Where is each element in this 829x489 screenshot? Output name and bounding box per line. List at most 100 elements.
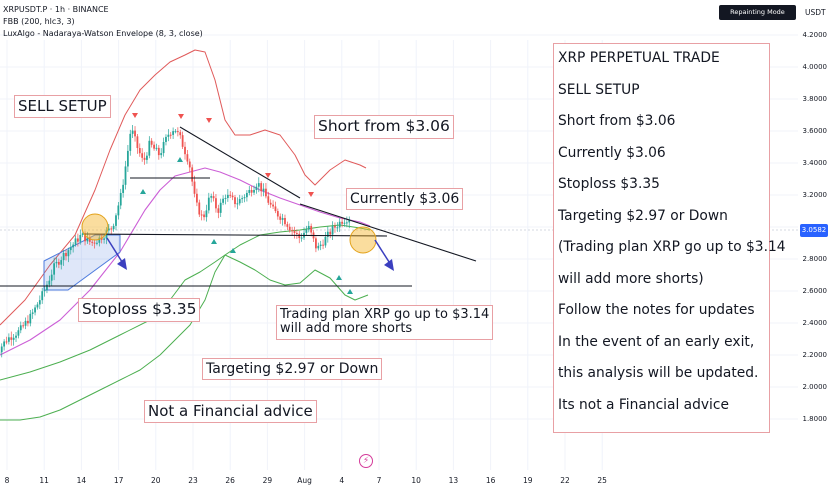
candle-body xyxy=(274,206,277,212)
price-tick: 2.8000 xyxy=(802,255,828,263)
candle-body xyxy=(62,252,65,261)
candle-body xyxy=(343,222,346,224)
lightning-icon[interactable]: ⚡ xyxy=(359,454,373,468)
candle-body xyxy=(293,230,296,233)
descending-trendline-2 xyxy=(299,203,477,262)
candle-body xyxy=(341,221,343,224)
candle-body xyxy=(15,335,17,338)
sell-signal-marker xyxy=(132,113,138,118)
candle-body xyxy=(112,225,115,230)
candle-body xyxy=(69,247,72,251)
price-tick: 3.2000 xyxy=(802,191,828,199)
candle-body xyxy=(305,229,308,233)
candle-body xyxy=(134,130,136,137)
candle-body xyxy=(117,205,120,216)
buy-signal-marker xyxy=(140,189,146,194)
candle-body xyxy=(27,320,29,324)
candle-body xyxy=(245,192,248,198)
candle-body xyxy=(138,148,141,154)
candle-body xyxy=(291,230,294,232)
candle-body xyxy=(22,325,25,327)
price-tick: 1.8000 xyxy=(802,415,828,423)
descending-trendline-1 xyxy=(179,126,301,199)
candles-group xyxy=(0,124,351,358)
candle-body xyxy=(324,236,327,246)
symbol-title[interactable]: XRPUSDT.P · 1h · BINANCE xyxy=(3,5,109,14)
price-axis[interactable]: 4.20004.00003.80003.60003.40003.20003.00… xyxy=(799,0,829,489)
trend-lines-group xyxy=(0,126,477,287)
candle-body xyxy=(126,150,129,167)
candle-body xyxy=(148,140,151,156)
candle-body xyxy=(107,228,110,231)
candle-body xyxy=(77,238,79,242)
indicator-fbb-label[interactable]: FBB (200, hlc3, 3) xyxy=(3,17,75,26)
candle-body xyxy=(176,131,179,133)
price-tick: 3.8000 xyxy=(802,95,828,103)
candle-body xyxy=(219,202,222,213)
envelope-line xyxy=(0,167,371,356)
stoploss-label: Stoploss $3.35 xyxy=(78,298,201,322)
candle-body xyxy=(310,225,313,233)
candle-body xyxy=(248,189,251,193)
candle-body xyxy=(0,346,3,353)
candle-body xyxy=(231,195,234,198)
candle-body xyxy=(72,244,75,248)
candle-body xyxy=(319,244,322,246)
candle-body xyxy=(36,304,39,308)
candle-body xyxy=(210,196,213,198)
candle-body xyxy=(10,337,13,340)
candle-body xyxy=(122,184,125,193)
buy-signal-marker xyxy=(177,157,183,162)
candle-body xyxy=(262,188,265,192)
sell-setup-label: SELL SETUP xyxy=(14,95,111,119)
candle-body xyxy=(160,153,163,156)
notes-line-current: Currently $3.06 xyxy=(558,144,666,161)
time-tick: 16 xyxy=(485,476,496,485)
indicator-envelope-label[interactable]: LuxAlgo - Nadaraya-Watson Envelope (8, 3… xyxy=(3,29,203,38)
price-tick: 3.6000 xyxy=(802,127,828,135)
candle-body xyxy=(295,232,298,234)
candle-body xyxy=(46,284,48,291)
notes-line-exit: In the event of an early exit, xyxy=(558,333,755,350)
time-tick: 22 xyxy=(560,476,570,485)
candle-body xyxy=(65,252,67,257)
candle-body xyxy=(119,192,122,206)
down-arrow-left xyxy=(106,237,127,270)
candle-body xyxy=(96,242,98,244)
buy-signal-marker xyxy=(336,275,342,280)
candle-body xyxy=(224,198,227,200)
candle-body xyxy=(329,231,332,235)
sell-signal-marker xyxy=(206,118,212,123)
candle-body xyxy=(55,261,58,264)
price-tick: 4.0000 xyxy=(802,63,828,71)
notes-line-update: this analysis will be updated. xyxy=(558,365,759,381)
candle-body xyxy=(243,197,246,199)
time-tick: 25 xyxy=(597,476,607,485)
candle-body xyxy=(288,226,291,231)
candle-body xyxy=(141,153,144,158)
candle-body xyxy=(193,181,196,194)
buy-signal-marker xyxy=(347,289,353,294)
candle-body xyxy=(255,186,258,190)
notes-line-follow: Follow the notes for updates xyxy=(558,302,755,318)
sell-signal-marker xyxy=(265,173,271,178)
candle-body xyxy=(169,134,172,136)
price-tick: 3.4000 xyxy=(802,159,828,167)
candle-body xyxy=(172,131,175,135)
candle-body xyxy=(281,217,284,220)
candle-body xyxy=(186,154,189,162)
candle-body xyxy=(67,250,70,257)
time-tick: 13 xyxy=(448,476,459,485)
candle-body xyxy=(91,241,94,243)
time-tick: 26 xyxy=(225,476,235,485)
candle-body xyxy=(286,224,289,227)
candle-body xyxy=(5,341,8,343)
candle-body xyxy=(57,261,60,265)
candle-body xyxy=(131,130,134,134)
time-tick: 10 xyxy=(411,476,421,485)
candle-body xyxy=(81,233,84,235)
candle-body xyxy=(257,183,260,187)
candle-body xyxy=(34,307,36,313)
sell-signal-marker xyxy=(308,192,314,197)
candle-body xyxy=(74,238,77,245)
